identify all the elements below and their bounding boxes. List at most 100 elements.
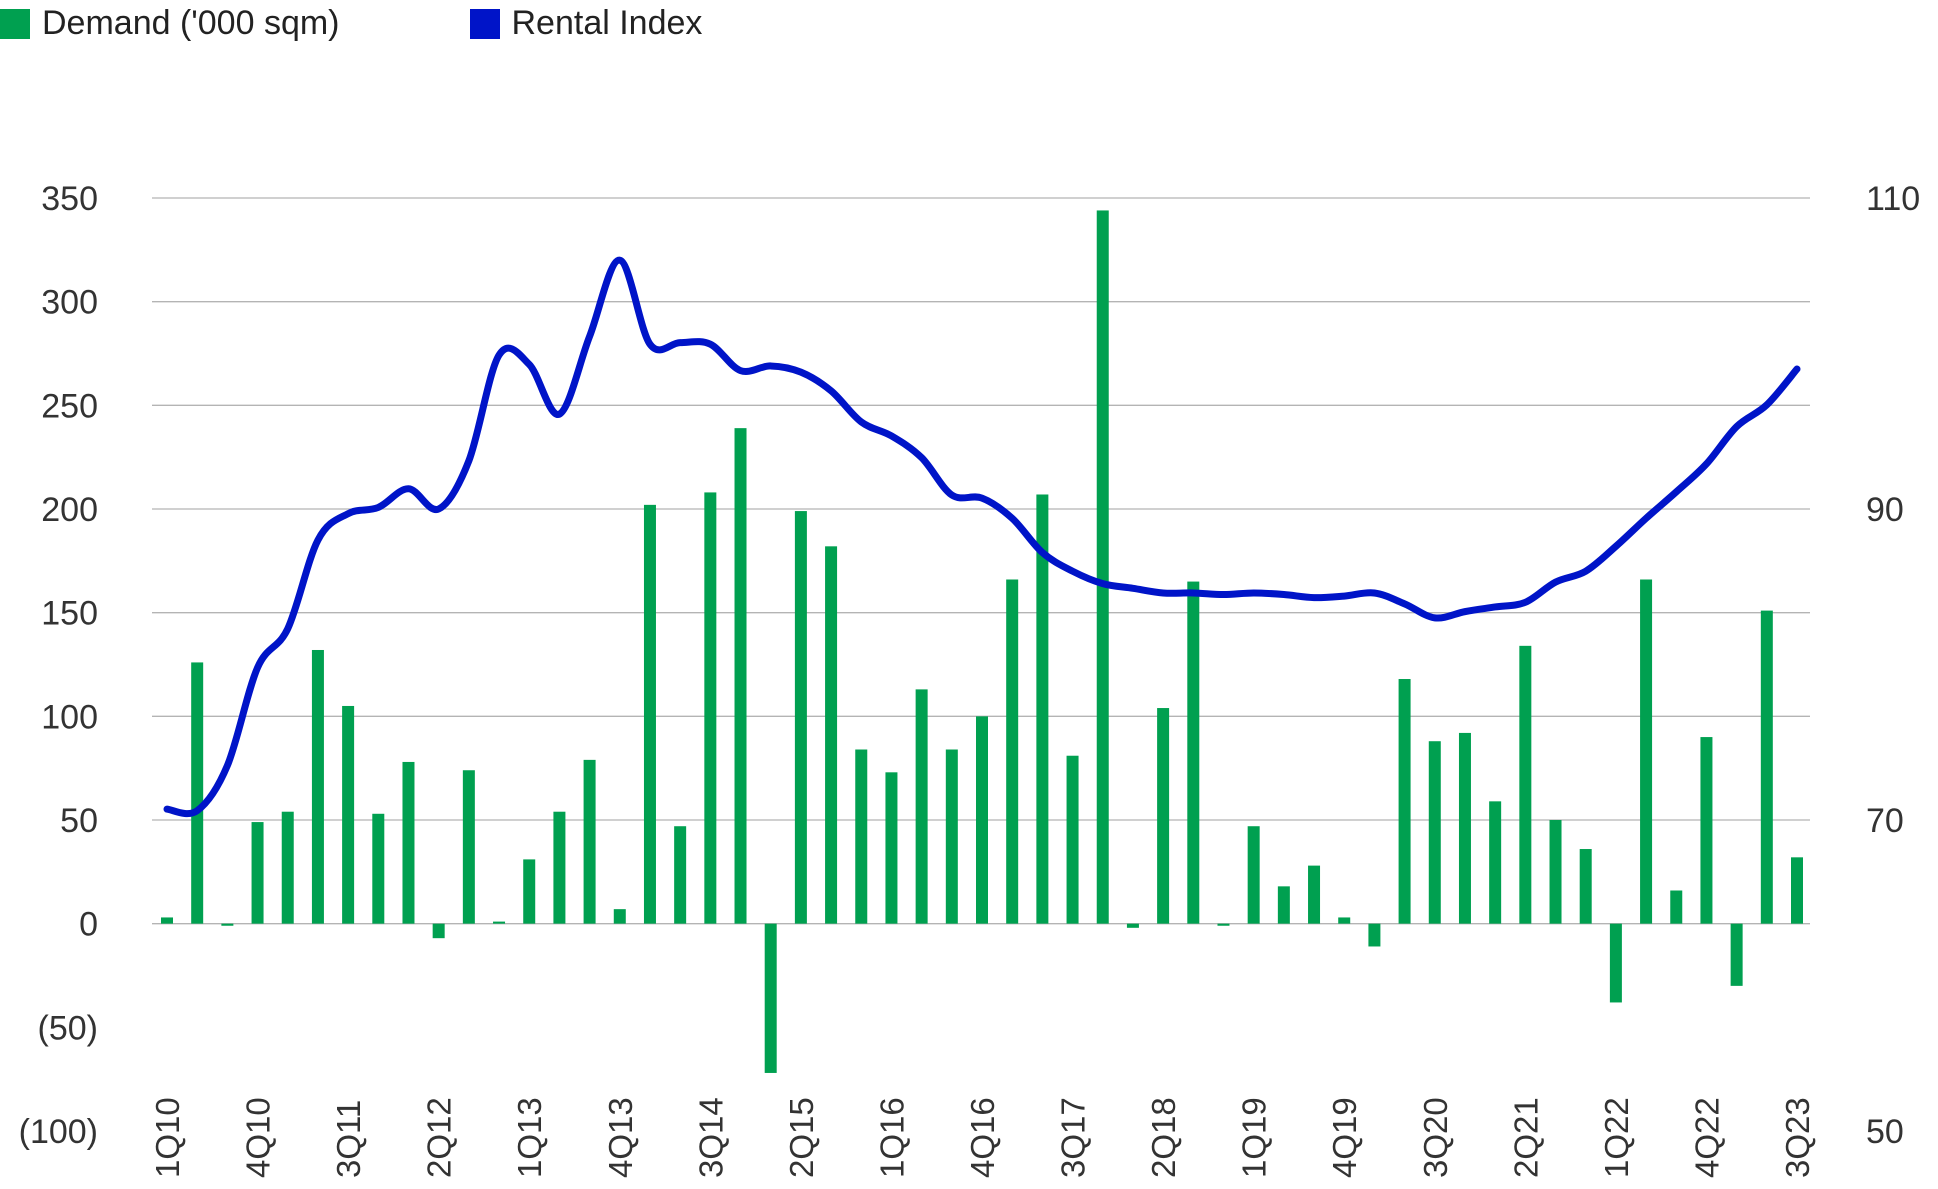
demand-bar [825, 546, 838, 924]
x-axis-tick-label: 4Q10 [240, 1097, 277, 1178]
legend-swatch-rental-index [469, 8, 500, 39]
left-axis-tick-label: 150 [41, 595, 98, 633]
demand-bar [976, 716, 988, 924]
x-axis-tick-label: 2Q18 [1145, 1097, 1182, 1178]
demand-bar [764, 923, 777, 1073]
demand-bar [915, 689, 928, 924]
demand-bar [1428, 741, 1441, 924]
demand-bar [643, 504, 656, 924]
demand-bar [1247, 826, 1260, 924]
x-axis-tick-label: 1Q10 [149, 1097, 186, 1178]
x-axis-tick-label: 3Q23 [1779, 1097, 1816, 1178]
x-axis-tick-label: 1Q13 [511, 1097, 548, 1178]
rental-index-line [163, 256, 1801, 818]
left-axis-tick-label: (50) [38, 1009, 98, 1047]
x-axis-tick-label: 3Q17 [1055, 1097, 1092, 1178]
demand-bar [432, 923, 445, 939]
demand-bar [372, 813, 385, 924]
x-axis-tick-label: 4Q19 [1326, 1097, 1363, 1178]
legend-swatch-demand [0, 8, 30, 39]
demand-bar [794, 511, 807, 924]
x-axis-tick-label: 4Q13 [602, 1097, 639, 1178]
x-axis-tick-label: 4Q22 [1688, 1097, 1725, 1178]
demand-bar [523, 859, 536, 924]
demand-bar [342, 705, 355, 924]
x-axis-tick-label: 2Q21 [1507, 1097, 1544, 1178]
legend-item-rental-index: Rental Index [469, 4, 703, 43]
x-axis-labels: 1Q10 4Q10 3Q11 2Q12 1Q13 4Q13 3Q14 2Q15 1Q16 4Q16… [149, 1097, 1816, 1178]
right-axis-tick-label: 90 [1866, 491, 1904, 529]
demand-bar [1640, 579, 1653, 924]
demand-bar [885, 772, 898, 924]
demand-bar [1096, 210, 1109, 924]
demand-bar [1609, 923, 1622, 1003]
demand-bar [945, 749, 958, 924]
demand-bar [1006, 579, 1019, 924]
demand-bar [1308, 865, 1321, 924]
demand-bar [1217, 923, 1230, 926]
demand-bar [583, 759, 596, 924]
legend-item-demand: Demand ('000 sqm) [0, 4, 340, 43]
demand-bar [1730, 923, 1743, 986]
demand-bar [1066, 755, 1079, 924]
demand-bar [1700, 737, 1713, 924]
x-axis-tick-label: 3Q20 [1417, 1097, 1454, 1178]
demand-bar [1549, 820, 1562, 924]
x-axis-tick-label: 2Q12 [421, 1097, 458, 1178]
demand-bar [1338, 917, 1351, 924]
demand-bar [855, 749, 868, 924]
demand-bar [462, 770, 475, 924]
left-axis-tick-label: 0 [79, 906, 98, 944]
demand-bar [1187, 581, 1200, 924]
left-axis-tick-label: 350 [41, 180, 98, 218]
right-axis-tick-label: 110 [1866, 180, 1920, 218]
left-axis-tick-label: 100 [41, 698, 98, 736]
demand-bar [281, 811, 294, 924]
x-axis-tick-label: 3Q14 [692, 1097, 729, 1178]
demand-bar [191, 662, 204, 924]
demand-bar [1458, 732, 1471, 924]
left-axis-tick-label: 250 [41, 387, 98, 425]
demand-bar [1157, 708, 1170, 924]
demand-bars [161, 210, 1803, 1073]
demand-bar [161, 917, 173, 924]
demand-bar [704, 492, 717, 924]
demand-bar [734, 428, 747, 924]
demand-bar [553, 811, 566, 924]
x-axis-tick-label: 1Q16 [873, 1097, 910, 1178]
right-axis-tick-label: 50 [1866, 1113, 1904, 1151]
demand-bar [1036, 494, 1049, 924]
legend-label-rental-index: Rental Index [511, 4, 703, 42]
left-axis-labels: 350 300 250 200 150 100 50 0 (50) (100) [19, 180, 98, 1151]
demand-bar [1760, 610, 1773, 924]
chart-legend: Demand ('000 sqm) Rental Index [0, 4, 832, 43]
demand-bar [311, 649, 324, 924]
left-axis-tick-label: 50 [60, 802, 98, 840]
left-axis-tick-label: 300 [41, 284, 98, 322]
demand-bar [402, 761, 415, 924]
demand-bar [1368, 923, 1381, 947]
x-axis-tick-label: 4Q16 [964, 1097, 1001, 1178]
demand-bar [674, 826, 687, 924]
demand-bar [221, 923, 234, 926]
demand-bar [613, 909, 626, 924]
demand-bar [1277, 886, 1290, 924]
demand-bar [1126, 923, 1139, 928]
x-axis-tick-label: 1Q19 [1236, 1097, 1273, 1178]
right-axis-tick-label: 70 [1866, 802, 1904, 840]
demand-bar [1489, 801, 1502, 924]
demand-bar [1519, 645, 1532, 924]
demand-bar [1791, 857, 1803, 924]
x-axis-tick-label: 2Q15 [783, 1097, 820, 1178]
demand-bar [493, 921, 506, 924]
legend-label-demand: Demand ('000 sqm) [42, 4, 340, 42]
x-axis-tick-label: 1Q22 [1598, 1097, 1635, 1178]
right-axis-labels: 110 90 70 50 [1866, 180, 1920, 1151]
demand-bar [251, 822, 264, 924]
left-axis-tick-label: (100) [19, 1113, 98, 1151]
rental-index-line-group [163, 256, 1801, 818]
x-axis-tick-label: 3Q11 [330, 1100, 367, 1178]
demand-bar [1670, 890, 1683, 924]
demand-bar [1579, 849, 1592, 924]
